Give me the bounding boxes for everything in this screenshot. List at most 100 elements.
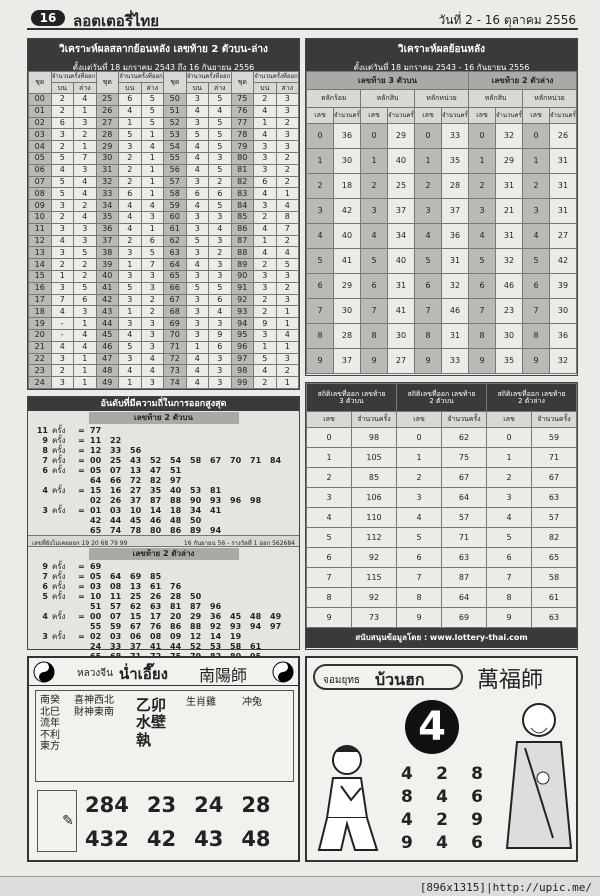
count-cell: 4 bbox=[185, 364, 209, 378]
column-header: ชุด bbox=[28, 71, 52, 94]
number-cell: 84 bbox=[230, 199, 254, 212]
digit-cell: 0 bbox=[522, 123, 550, 149]
table-row: 0 98 0 62 0 59 bbox=[306, 427, 577, 448]
table-row: 3 106 3 64 3 63 bbox=[306, 487, 577, 508]
number-cell: 89 bbox=[230, 258, 254, 271]
count-cell: 5 bbox=[208, 163, 232, 177]
table-row: 9 37 9 27 9 33 9 35 9 32 bbox=[306, 348, 577, 374]
number-cell: 18 bbox=[28, 305, 52, 319]
number: 26 bbox=[110, 495, 122, 505]
column-header: จำนวนครั้ง bbox=[351, 411, 397, 428]
table-row: 0 36 0 29 0 33 0 32 0 26 bbox=[306, 123, 577, 149]
number-cell: 75 bbox=[230, 93, 254, 106]
count-cell: 4 bbox=[208, 104, 232, 118]
column-header: จำนวนครั้ง bbox=[387, 107, 415, 124]
count-cell: 71 bbox=[441, 527, 487, 548]
number: 34 bbox=[190, 505, 202, 515]
count-cell: 98 bbox=[351, 427, 397, 448]
number: 22 bbox=[110, 435, 122, 445]
number: 35 bbox=[150, 485, 162, 495]
digit-cell: 8 bbox=[486, 587, 532, 608]
table-row: 12 4 3 37 2 6 62 5 3 87 1 2 bbox=[28, 234, 299, 248]
count-cell: 31 bbox=[549, 198, 577, 224]
number: 10 bbox=[130, 505, 142, 515]
number-cell: 97 bbox=[230, 352, 254, 366]
count-cell: 92 bbox=[351, 587, 397, 608]
number-cell: 31 bbox=[95, 163, 119, 177]
count-cell: 3 bbox=[50, 222, 74, 236]
number: 85 bbox=[150, 571, 162, 581]
number-cell: 47 bbox=[95, 352, 119, 366]
count-cell: 5 bbox=[208, 281, 232, 295]
number: 97 bbox=[270, 621, 282, 631]
publication-title: ลอตเตอรี่ไทย bbox=[73, 12, 160, 30]
digit-cell: 5 bbox=[486, 527, 532, 548]
number: 86 bbox=[170, 621, 182, 631]
count-cell: 1 bbox=[73, 317, 97, 330]
number-cell: 51 bbox=[163, 104, 187, 118]
digit-cell: 4 bbox=[414, 223, 442, 249]
count-cell: 3 bbox=[118, 317, 142, 330]
count-cell: 8 bbox=[275, 210, 299, 224]
digit-cell: 2 bbox=[306, 173, 334, 199]
count-cell: 3 bbox=[140, 328, 164, 342]
unit: ครั้ง bbox=[52, 571, 66, 581]
digit-cell: 8 bbox=[468, 323, 496, 349]
digit-cell: 2 bbox=[396, 467, 442, 488]
number-row: 284 23 24 28 bbox=[85, 788, 293, 822]
number-cell: 87 bbox=[230, 234, 254, 248]
count-cell: 5 bbox=[275, 258, 299, 271]
number-cell: 14 bbox=[28, 258, 52, 271]
number-cell: 64 bbox=[163, 258, 187, 271]
number-cell: 66 bbox=[163, 281, 187, 295]
count-cell: 3 bbox=[118, 352, 142, 366]
count-cell: 7 bbox=[140, 258, 164, 271]
column-header: ล่าง bbox=[140, 82, 164, 94]
number-row: 4 2 8 bbox=[401, 762, 483, 785]
header-row: เลขท้าย 3 ตัวบน เลขท้าย 2 ตัวล่าง bbox=[306, 71, 577, 90]
number-cell: 43 bbox=[95, 305, 119, 319]
stats-table: สถิติเลขที่ออก เลขท้าย 3 ตัวบน สถิติเลขที… bbox=[306, 383, 577, 628]
count-cell: 1 bbox=[118, 305, 142, 319]
count-cell: 5 bbox=[208, 93, 232, 106]
number: 69 bbox=[90, 561, 102, 571]
number: 67 bbox=[130, 621, 142, 631]
number: 89 bbox=[190, 525, 202, 535]
digit-cell: 1 bbox=[306, 447, 352, 468]
count-cell: 2 bbox=[118, 163, 142, 177]
count-cell: 3 bbox=[253, 199, 277, 212]
equals: = bbox=[78, 581, 85, 591]
digit-cell: 6 bbox=[306, 273, 334, 299]
equals: = bbox=[78, 445, 85, 455]
table-row: 5 41 5 40 5 31 5 32 5 42 bbox=[306, 248, 577, 274]
group-header: สถิติเลขที่ออก เลขท้าย 2 ตัวล่าง bbox=[486, 383, 577, 412]
count-cell: 3 bbox=[208, 258, 232, 271]
number: 61 bbox=[250, 641, 262, 651]
column-header: ล่าง bbox=[208, 82, 232, 94]
column-header: บน bbox=[253, 82, 277, 94]
number: 11 bbox=[110, 591, 122, 601]
number: 94 bbox=[210, 525, 222, 535]
number: 26 bbox=[150, 591, 162, 601]
count-cell: 2 bbox=[50, 104, 74, 118]
column-header: เลข bbox=[360, 107, 388, 124]
lucky-number: 4 bbox=[401, 809, 413, 830]
ranking-lines: 9 ครั้ง = 69 7 ครั้ง = 05 64 69 85 6 ครั้ง = 03 08 13 61 7… bbox=[28, 561, 299, 661]
count-cell: 2 bbox=[73, 269, 97, 283]
horoscope-left-header: หลวงจีน น่ำเอี๊ยง 南陽師 bbox=[29, 658, 298, 686]
count-cell: 3 bbox=[208, 376, 232, 389]
number: 62 bbox=[130, 601, 142, 611]
count-cell: 67 bbox=[441, 467, 487, 488]
table-row: 02 6 3 27 1 5 52 3 5 77 1 2 bbox=[28, 116, 299, 130]
number-cell: 02 bbox=[28, 116, 52, 130]
number-cell: 88 bbox=[230, 246, 254, 260]
number-cell: 37 bbox=[95, 234, 119, 248]
count-cell: 115 bbox=[351, 567, 397, 588]
table-row: 4 110 4 57 4 57 bbox=[306, 507, 577, 528]
count-cell: 4 bbox=[50, 163, 74, 177]
group-header: เลขท้าย 3 ตัวบน bbox=[306, 71, 469, 90]
digit-table-box: วิเคราะห์ผลย้อนหลัง ตั้งแต่วันที่ 18 มกรา… bbox=[305, 38, 578, 376]
unit: ครั้ง bbox=[52, 581, 66, 591]
count-cell: 3 bbox=[50, 376, 74, 389]
column-header: จำนวนครั้งที่ออก bbox=[118, 71, 164, 83]
